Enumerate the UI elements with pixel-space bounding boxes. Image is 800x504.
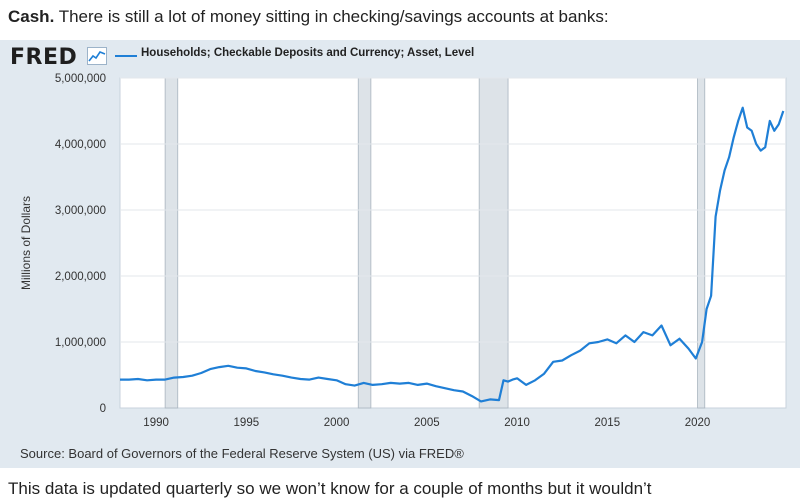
fred-logo[interactable]: FRED [10, 45, 78, 70]
y-tick-label: 3,000,000 [55, 205, 106, 217]
x-tick-label: 2000 [324, 417, 350, 429]
x-tick-label: 2020 [685, 417, 711, 429]
intro-paragraph: Cash. There is still a lot of money sitt… [8, 6, 609, 28]
y-tick-label: 2,000,000 [55, 271, 106, 283]
x-axis-ticks: 1990 1995 2000 2005 2010 2015 2020 [143, 417, 710, 429]
line-chart-icon [87, 47, 107, 65]
x-tick-label: 2010 [504, 417, 530, 429]
gridlines [120, 77, 786, 343]
intro-text: There is still a lot of money sitting in… [54, 7, 609, 26]
x-tick-label: 2015 [595, 417, 621, 429]
recession-band [357, 77, 372, 409]
intro-lead: Cash. [8, 7, 55, 26]
series-line [120, 106, 785, 403]
x-tick-label: 1995 [234, 417, 260, 429]
legend-label: Households; Checkable Deposits and Curre… [141, 47, 475, 59]
recession-band [164, 77, 179, 409]
recession-bands [164, 77, 706, 409]
plot-area [119, 77, 787, 409]
x-tick-label: 1990 [143, 417, 169, 429]
source-note: Source: Board of Governors of the Federa… [20, 446, 464, 461]
legend-swatch [115, 55, 137, 57]
recession-band [478, 77, 509, 409]
y-axis-ticks: 0 1,000,000 2,000,000 3,000,000 4,000,000 5,0… [55, 73, 106, 415]
y-tick-label: 5,000,000 [55, 73, 106, 85]
recession-band [697, 77, 706, 409]
y-tick-label: 1,000,000 [55, 337, 106, 349]
outro-paragraph: This data is updated quarterly so we won… [8, 479, 652, 498]
y-axis-label: Millions of Dollars [19, 196, 33, 290]
y-tick-label: 0 [100, 403, 106, 415]
x-tick-label: 2005 [414, 417, 440, 429]
y-tick-label: 4,000,000 [55, 139, 106, 151]
